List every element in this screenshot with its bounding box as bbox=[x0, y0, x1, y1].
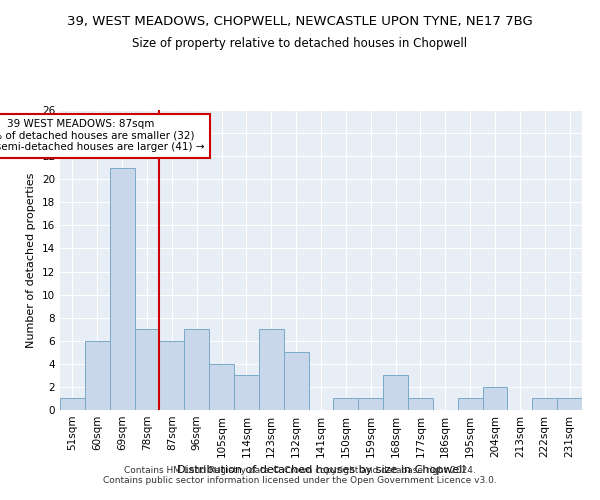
Bar bbox=[110, 168, 134, 410]
Bar bbox=[184, 329, 209, 410]
Bar bbox=[134, 329, 160, 410]
Bar bbox=[284, 352, 308, 410]
Bar bbox=[334, 398, 358, 410]
Bar bbox=[383, 376, 408, 410]
Text: Size of property relative to detached houses in Chopwell: Size of property relative to detached ho… bbox=[133, 38, 467, 51]
Text: 39 WEST MEADOWS: 87sqm
← 43% of detached houses are smaller (32)
55% of semi-det: 39 WEST MEADOWS: 87sqm ← 43% of detached… bbox=[0, 119, 205, 152]
Bar bbox=[358, 398, 383, 410]
Y-axis label: Number of detached properties: Number of detached properties bbox=[26, 172, 37, 348]
Bar bbox=[234, 376, 259, 410]
X-axis label: Distribution of detached houses by size in Chopwell: Distribution of detached houses by size … bbox=[177, 466, 465, 475]
Bar bbox=[557, 398, 582, 410]
Text: 39, WEST MEADOWS, CHOPWELL, NEWCASTLE UPON TYNE, NE17 7BG: 39, WEST MEADOWS, CHOPWELL, NEWCASTLE UP… bbox=[67, 15, 533, 28]
Text: Contains HM Land Registry data © Crown copyright and database right 2024.
Contai: Contains HM Land Registry data © Crown c… bbox=[103, 466, 497, 485]
Bar bbox=[482, 387, 508, 410]
Bar bbox=[532, 398, 557, 410]
Bar bbox=[60, 398, 85, 410]
Bar bbox=[85, 341, 110, 410]
Bar bbox=[458, 398, 482, 410]
Bar bbox=[259, 329, 284, 410]
Bar bbox=[209, 364, 234, 410]
Bar bbox=[160, 341, 184, 410]
Bar bbox=[408, 398, 433, 410]
